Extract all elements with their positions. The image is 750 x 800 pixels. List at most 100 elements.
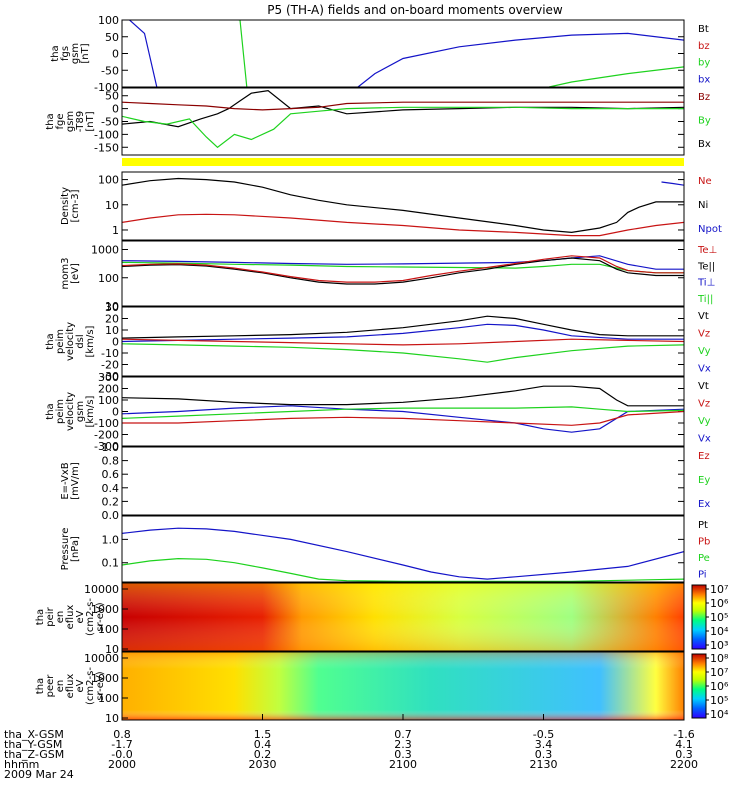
ylabel-vel_dsl-4: [km/s]: [85, 325, 96, 357]
ytick-label-elec_spec-1: 1000: [91, 672, 119, 685]
legend-fgs-3: bx: [698, 75, 710, 86]
axis-value-y-4: 4.1: [675, 738, 693, 751]
ytick-label-efield-3: 0.4: [102, 482, 120, 495]
ytick-label-vel_dsl-0: 30: [105, 301, 119, 314]
legend-pressure-3: Pi: [698, 570, 707, 581]
series-line-temp-Te⊥: [122, 255, 684, 283]
axis-value-y-3: 3.4: [535, 738, 553, 751]
colorbar-elec_spec: [691, 653, 707, 719]
ytick-label-vel_dsl-5: -20: [101, 359, 119, 372]
ytick-label-vel_gsm-2: 100: [98, 394, 119, 407]
colorbar-label-ion_spec-0: 10⁷: [710, 583, 728, 596]
legend-vel_gsm-2: Vy: [698, 416, 711, 427]
ylabel-ion_spec-4: eV: [75, 610, 86, 623]
axis-value-z-0: -0.0: [111, 748, 132, 761]
series-line-density-Ni: [122, 177, 684, 234]
legend-temp-1: Te||: [697, 261, 715, 272]
axis-row-label-0: tha_X-GSM: [4, 728, 64, 741]
frame-vel_gsm: [121, 376, 685, 447]
ylabel-elec_spec-5: (cm2-s-: [85, 667, 96, 705]
ytick-label-vel_gsm-4: -100: [94, 417, 119, 430]
ytick-label-fgs-1: 50: [105, 31, 119, 44]
series-line-temp-Te||: [122, 257, 684, 285]
series-group-vel_dsl: [122, 315, 684, 363]
ytick-label-density-1: 10: [105, 199, 119, 212]
series-line-temp-Ti⊥: [122, 255, 684, 270]
colorbar-label-ion_spec-4: 10³: [710, 639, 728, 652]
ylabel-fgs-3: [nT]: [80, 43, 91, 63]
ylabel-fge-3: -T89: [75, 111, 86, 133]
series-line-vel_dsl-Vz: [122, 338, 684, 346]
axis-row-label-4: 2009 Mar 24: [4, 768, 74, 781]
series-line-pressure-Pi: [122, 527, 684, 580]
panel-fgs: tha fgs gsm [nT] 100 50 0 -50 -100 Bt bz by bx: [50, 14, 710, 94]
ylabel-temp-0: mom3: [60, 258, 71, 290]
colorbar-label-elec_spec-1: 10⁷: [710, 666, 728, 679]
series-group-fge: [122, 89, 684, 149]
series-line-vel_dsl-Vy: [122, 343, 684, 363]
series-line-density-Ne: [122, 213, 684, 237]
legend-fge-1: By: [698, 116, 711, 127]
panel-vel_gsm: tha peim velocity gsm [km/s]3002001000-100-2…: [45, 371, 711, 453]
series-group-pressure: [122, 527, 684, 582]
panel-temp: mom3 [eV] 1000 100 10 Te⊥ Te|| Ti⊥ Ti||: [60, 240, 717, 313]
ytick-label-vel_gsm-5: -200: [94, 429, 119, 442]
ylabel-elec_spec-1: peer: [45, 674, 56, 698]
ylabel-vel_gsm-1: peim: [55, 399, 66, 424]
axis-value-z-1: 0.2: [254, 748, 272, 761]
ytick-label-ion_spec-1: 1000: [91, 603, 119, 616]
ytick-label-density-2: 1: [112, 224, 119, 237]
legend-density-0: Ne: [698, 176, 712, 187]
ytick-label-pressure-1: 0.1: [102, 557, 120, 570]
axis-value-x-4: -1.6: [673, 728, 694, 741]
ytick-label-vel_gsm-6: -300: [94, 440, 119, 453]
ytick-label-fge-2: -50: [101, 116, 119, 129]
frame-efield: [121, 446, 685, 516]
ylabel-fge-4: [nT]: [85, 111, 96, 131]
frame-temp: [121, 240, 685, 307]
legend-density-1: Ni: [698, 200, 708, 211]
ytick-label-temp-0: 1000: [91, 244, 119, 257]
series-line-fgs-by: [229, 20, 684, 87]
ytick-label-vel_gsm-1: 200: [98, 383, 119, 396]
axis-value-z-2: 0.3: [394, 748, 412, 761]
legend-temp-0: Te⊥: [697, 245, 717, 256]
colorbar-ion_spec: [691, 584, 707, 650]
frame-vel_dsl: [121, 306, 685, 377]
colorbar-label-elec_spec-4: 10⁴: [710, 708, 729, 721]
ytick-label-fge-4: -150: [94, 141, 119, 154]
colorbar-label-ion_spec-3: 10⁴: [710, 625, 729, 638]
ytick-label-ion_spec-2: 100: [98, 623, 119, 636]
legend-fgs-1: bz: [698, 41, 710, 52]
ytick-label-vel_dsl-6: -30: [101, 370, 119, 383]
legend-vel_dsl-3: Vx: [698, 363, 711, 374]
ylabel-efield-0: E=-VxB: [60, 462, 71, 499]
ytick-label-fgs-0: 100: [98, 14, 119, 27]
series-line-vel_gsm-Vy: [122, 406, 684, 419]
axis-value-y-2: 2.3: [394, 738, 412, 751]
colorbar-label-ion_spec-1: 10⁶: [710, 597, 729, 610]
spectrogram-shade-elec_spec: [122, 652, 684, 720]
legend-vel_gsm-1: Vz: [698, 398, 710, 409]
legend-vel_dsl-0: Vt: [698, 311, 709, 322]
ylabel-vel_gsm-2: velocity: [65, 392, 76, 431]
axis-value-x-0: 0.8: [113, 728, 131, 741]
ylabel-pressure-1: [nPa]: [70, 536, 81, 562]
ylabel-fgs-0: tha: [50, 45, 61, 61]
ylabel-elec_spec-2: en: [55, 680, 66, 693]
legend-vel_dsl-2: Vy: [698, 346, 711, 357]
ytick-label-efield-5: 0.0: [102, 509, 120, 522]
ytick-label-vel_gsm-3: 0: [112, 406, 119, 419]
ytick-label-elec_spec-0: 10000: [84, 652, 119, 665]
ylabel-vel_gsm-0: tha: [45, 403, 56, 419]
legend-vel_gsm-3: Vx: [698, 433, 711, 444]
frame-fgs: [121, 19, 685, 88]
legend-density-2: Npot: [698, 224, 722, 235]
ylabel-vel_dsl-3: dsl: [75, 334, 86, 348]
axis-value-z-4: 0.3: [675, 748, 693, 761]
ylabel-fge-0: tha: [45, 113, 56, 129]
axis-value-t-4: 2200: [670, 758, 698, 771]
